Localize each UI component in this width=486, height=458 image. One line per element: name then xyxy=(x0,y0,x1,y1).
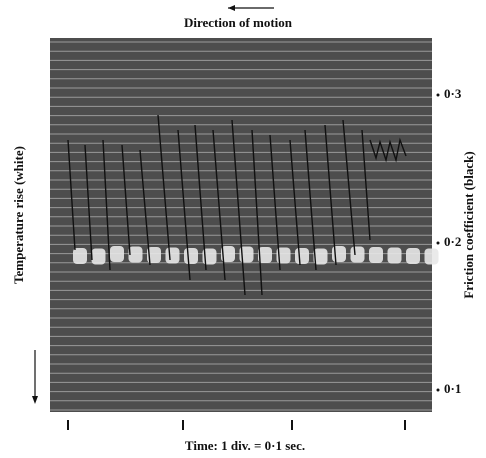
black-trace xyxy=(157,114,171,261)
black-trace xyxy=(324,124,337,266)
black-trace xyxy=(269,134,281,271)
white-trace xyxy=(202,248,217,265)
black-trace xyxy=(361,129,371,241)
white-trace xyxy=(221,246,235,262)
white-trace xyxy=(387,247,402,264)
white-trace xyxy=(110,246,124,262)
white-trace xyxy=(424,248,439,265)
white-trace xyxy=(369,247,383,263)
scale-dot xyxy=(436,388,440,392)
down-arrow-head xyxy=(32,396,38,404)
white-trace xyxy=(147,247,161,263)
motion-arrow-head xyxy=(228,5,235,11)
black-trace xyxy=(102,139,111,271)
right-label: Friction coefficient (black) xyxy=(461,151,476,298)
black-trace xyxy=(177,129,191,281)
white-trace xyxy=(276,247,291,264)
white-trace xyxy=(406,248,420,264)
white-trace xyxy=(128,246,143,263)
black-trace xyxy=(304,129,317,271)
caption: Time: 1 div. = 0·1 sec. xyxy=(185,438,305,453)
white-trace xyxy=(73,248,87,264)
black-trace xyxy=(342,119,356,256)
black-trace xyxy=(67,139,76,251)
white-trace xyxy=(258,247,272,263)
black-trace xyxy=(121,144,131,256)
white-trace xyxy=(184,248,198,264)
figure-title: Direction of motion xyxy=(184,15,293,30)
white-trace xyxy=(295,248,309,264)
scale-label: 0·3 xyxy=(444,86,462,101)
white-trace xyxy=(91,248,106,265)
photo-detail xyxy=(50,41,439,411)
white-trace xyxy=(313,248,328,265)
left-label: Temperature rise (white) xyxy=(11,146,26,284)
black-trace xyxy=(212,129,226,281)
black-trace xyxy=(369,137,407,163)
white-trace xyxy=(165,247,180,264)
white-trace xyxy=(239,246,254,263)
black-trace xyxy=(251,129,263,296)
black-trace xyxy=(194,124,207,271)
scale-label: 0·1 xyxy=(444,381,461,396)
black-trace xyxy=(289,139,301,266)
scale-dot xyxy=(436,93,440,97)
black-trace xyxy=(139,149,151,266)
black-trace xyxy=(231,119,246,296)
scale-label: 0·2 xyxy=(444,234,461,249)
white-trace xyxy=(350,246,365,263)
scale-dot xyxy=(436,241,440,245)
black-trace xyxy=(84,144,93,261)
